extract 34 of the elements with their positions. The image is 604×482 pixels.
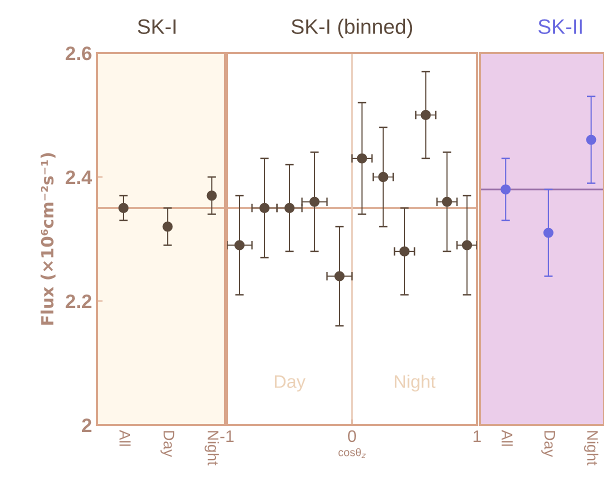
chart-title: SK-I (binned) bbox=[292, 18, 412, 38]
y-axis-title: Flux (×10⁶cm⁻²s⁻¹) bbox=[40, 153, 56, 325]
point bbox=[309, 196, 320, 207]
x-tick-label: Day bbox=[541, 431, 555, 457]
x-tick-label: Day bbox=[160, 431, 174, 457]
point bbox=[118, 202, 129, 214]
x-tick-label: 1 bbox=[474, 430, 481, 442]
annotation: Day bbox=[274, 375, 306, 392]
x-tick-label: Night bbox=[204, 431, 219, 466]
point bbox=[462, 240, 472, 250]
x-tick-label: 0 bbox=[348, 430, 356, 442]
point bbox=[234, 240, 245, 250]
chart-title: SK-I bbox=[138, 19, 176, 34]
x-axis-title: cosθ$_{z}$ bbox=[338, 448, 366, 458]
point bbox=[356, 153, 368, 164]
annotation: Night bbox=[394, 374, 436, 392]
point bbox=[206, 190, 217, 201]
y-tick-label: 2 bbox=[82, 418, 92, 432]
y-tick-label: 2.2 bbox=[66, 294, 92, 308]
y-tick-label: 2.6 bbox=[66, 46, 92, 60]
x-tick-label: All bbox=[502, 430, 513, 446]
x-tick-label: Night bbox=[584, 431, 598, 466]
point bbox=[162, 222, 173, 232]
point bbox=[284, 202, 295, 214]
point bbox=[399, 246, 410, 256]
point bbox=[259, 202, 270, 214]
point bbox=[334, 271, 345, 282]
point bbox=[442, 196, 452, 207]
y-tick-label: 2.4 bbox=[66, 170, 92, 184]
chart-title: SK-II bbox=[538, 19, 582, 34]
point bbox=[420, 110, 431, 120]
x-tick-label: -1 bbox=[220, 430, 234, 442]
point bbox=[378, 172, 388, 182]
x-tick-label: All bbox=[120, 430, 131, 446]
